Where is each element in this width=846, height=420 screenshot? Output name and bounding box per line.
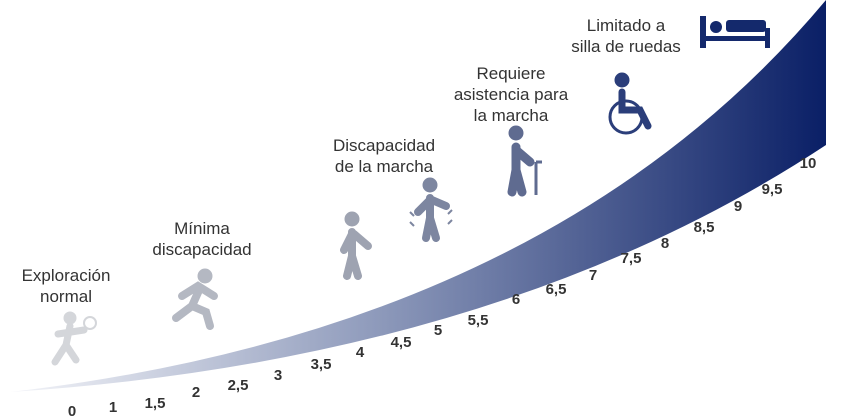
stage-label: silla de ruedas bbox=[571, 37, 681, 56]
stage-label: la marcha bbox=[474, 106, 549, 125]
unsteady-gait-icon bbox=[409, 177, 453, 242]
tennis-icon bbox=[51, 311, 97, 366]
scale-number: 10 bbox=[800, 155, 817, 172]
scale-number: 2 bbox=[192, 384, 200, 401]
stage-label: Limitado a bbox=[587, 16, 666, 35]
scale-number: 3 bbox=[274, 367, 282, 384]
scale-number: 7,5 bbox=[621, 250, 642, 267]
scale-number: 5,5 bbox=[468, 312, 489, 329]
stage-label: Mínima bbox=[174, 219, 230, 238]
stage-label: Discapacidad bbox=[333, 136, 435, 155]
stage-label: normal bbox=[40, 287, 92, 306]
scale-number: 5 bbox=[434, 322, 442, 339]
scale-number: 9 bbox=[734, 198, 742, 215]
walking-icon bbox=[340, 211, 372, 280]
bed-icon bbox=[700, 16, 770, 48]
scale-number: 3,5 bbox=[311, 356, 332, 373]
scale-number: 7 bbox=[589, 267, 597, 284]
stage-label: asistencia para bbox=[454, 85, 569, 104]
stage-label: Requiere bbox=[477, 64, 546, 83]
stage-label: Exploración bbox=[22, 266, 111, 285]
running-icon bbox=[172, 268, 218, 330]
stage-label: discapacidad bbox=[152, 240, 251, 259]
scale-number: 8 bbox=[661, 235, 669, 252]
scale-number: 9,5 bbox=[762, 181, 783, 198]
scale-number: 1,5 bbox=[145, 395, 166, 412]
scale-number: 6 bbox=[512, 291, 520, 308]
stage-label: de la marcha bbox=[335, 157, 434, 176]
scale-number: 0 bbox=[68, 403, 76, 420]
scale-number: 6,5 bbox=[546, 281, 567, 298]
scale-number: 4,5 bbox=[391, 334, 412, 351]
scale-number: 8,5 bbox=[694, 219, 715, 236]
scale-number: 1 bbox=[109, 399, 117, 416]
wheelchair-icon bbox=[608, 72, 652, 135]
progression-wedge bbox=[10, 0, 826, 392]
cane-icon bbox=[507, 125, 542, 197]
scale-number: 4 bbox=[356, 344, 365, 361]
scale-number: 2,5 bbox=[228, 377, 249, 394]
